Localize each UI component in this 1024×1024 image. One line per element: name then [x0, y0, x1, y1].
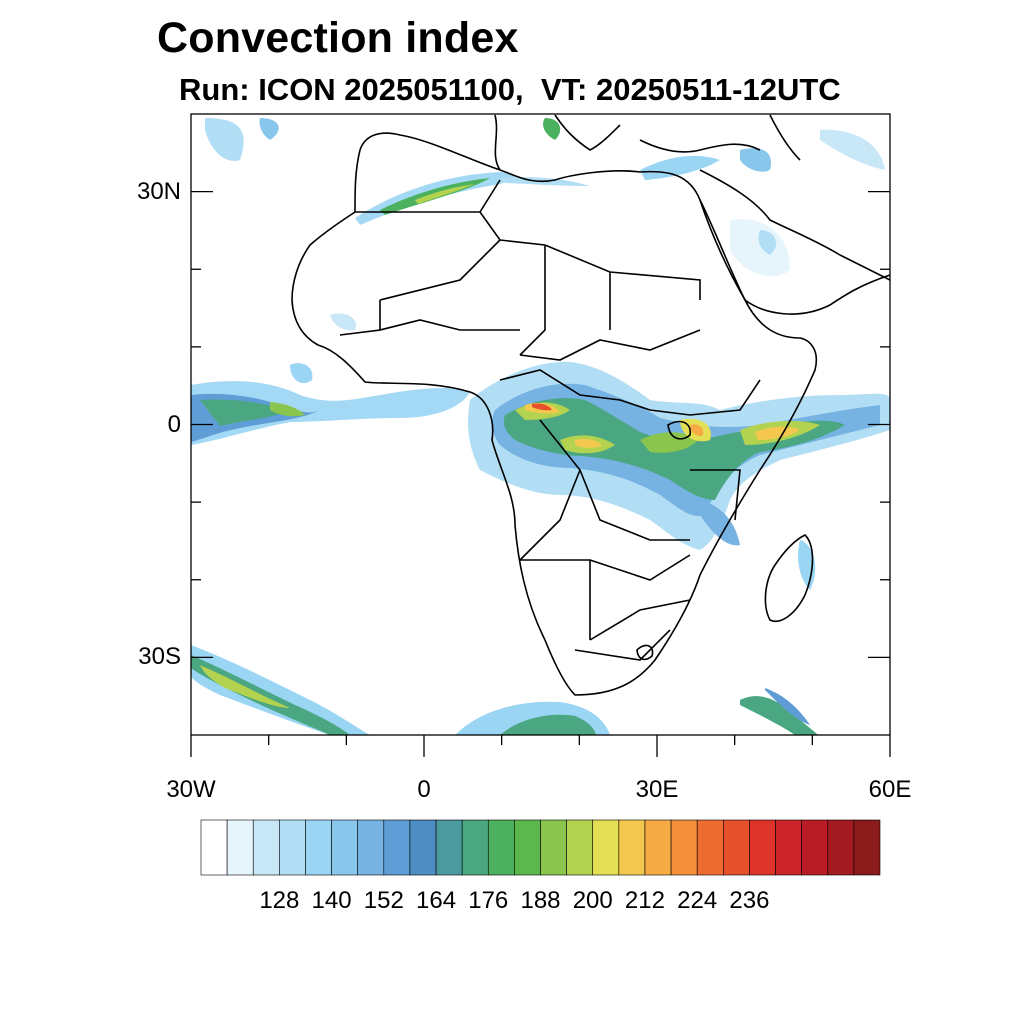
colorbar-label: 128	[259, 887, 300, 914]
colorbar-swatch	[775, 819, 802, 876]
colorbar-swatch	[723, 819, 750, 876]
colorbar-swatch	[279, 819, 306, 876]
lon-tick-label: 30W	[166, 776, 216, 803]
colorbar-label: 152	[363, 887, 404, 914]
colorbar-swatch	[592, 819, 620, 876]
lat-tick-label: 30S	[138, 643, 181, 671]
colorbar-swatch	[226, 819, 254, 876]
colorbar-label: 212	[624, 887, 665, 914]
colorbar-swatch	[618, 819, 646, 876]
colorbar-swatch	[853, 819, 881, 876]
colorbar-swatch	[435, 819, 463, 876]
coastlines	[291, 114, 890, 696]
lake-victoria	[667, 420, 691, 440]
red-sea-coast	[699, 199, 746, 301]
political-borders	[339, 179, 761, 661]
colorbar-swatch	[696, 819, 724, 876]
lesotho-border	[636, 644, 654, 661]
colorbar-label: 236	[729, 887, 770, 914]
madagascar-coastline	[764, 534, 814, 622]
colorbar-swatch	[514, 819, 541, 876]
convection-band-atlantic-equatorial	[191, 381, 470, 445]
axis-ticks	[190, 190, 891, 757]
colorbar-swatch	[670, 819, 698, 876]
colorbar-swatch	[409, 819, 437, 876]
convection-band-southern-ocean	[191, 645, 370, 735]
colorbar-swatch	[252, 819, 280, 876]
convection-field	[191, 118, 890, 735]
colorbar-label: 176	[468, 887, 509, 914]
africa-coastline	[291, 132, 818, 696]
lat-tick-label: 0	[167, 410, 181, 438]
colorbar-swatch	[801, 819, 829, 876]
colorbar-swatch	[200, 819, 228, 876]
colorbar-swatch	[540, 819, 567, 876]
lon-tick-label: 0	[417, 776, 431, 803]
colorbar-swatch	[566, 819, 594, 876]
colorbar-label: 164	[416, 887, 457, 914]
lon-tick-label: 60E	[868, 776, 912, 803]
colorbar-swatch	[749, 819, 776, 876]
colorbar-label: 200	[572, 887, 613, 914]
colorbar-swatch	[644, 819, 672, 876]
colorbar-swatch	[461, 819, 489, 876]
arabia-coastline	[699, 169, 890, 315]
colorbar-swatch	[357, 819, 385, 876]
colorbar	[200, 819, 881, 876]
map-title: Convection index	[157, 14, 519, 62]
lon-tick-label: 30E	[635, 776, 679, 803]
colorbar-swatch	[383, 819, 411, 876]
colorbar-label: 224	[677, 887, 718, 914]
colorbar-swatch	[305, 819, 332, 876]
run-subtitle: Run: ICON 2025051100, VT: 20250511-12UTC	[179, 72, 841, 107]
lat-tick-label: 30N	[136, 177, 181, 205]
europe-coast	[494, 114, 801, 171]
colorbar-swatch	[487, 819, 515, 876]
colorbar-swatch	[331, 819, 358, 876]
colorbar-swatch	[827, 819, 855, 876]
colorbar-label: 140	[311, 887, 352, 914]
colorbar-label: 188	[520, 887, 561, 914]
